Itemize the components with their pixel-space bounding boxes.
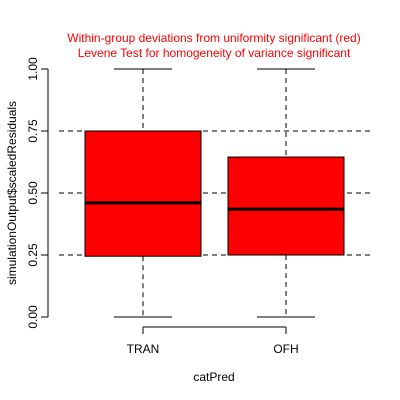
x-axis: TRAN OFH	[127, 326, 299, 356]
y-tick-label-0: 0.00	[26, 305, 40, 329]
chart-title-line-2: Levene Test for homogeneity of variance …	[78, 46, 351, 60]
box-tran	[84, 68, 202, 318]
x-tick-label-ofh: OFH	[273, 342, 298, 356]
x-tick-label-tran: TRAN	[127, 342, 160, 356]
y-axis-title: simulationOutput$scaledResiduals	[5, 101, 19, 285]
y-tick-label-1: 0.25	[26, 243, 40, 267]
chart-title-line-1: Within-group deviations from uniformity …	[67, 31, 360, 45]
box-iqr	[84, 130, 202, 257]
y-tick-label-4: 1.00	[26, 57, 40, 81]
y-tick-label-3: 0.75	[26, 119, 40, 143]
y-tick-label-2: 0.50	[26, 181, 40, 205]
box-iqr	[227, 156, 345, 256]
reference-lines	[59, 130, 370, 256]
x-axis-title: catPred	[193, 370, 234, 384]
boxes-group	[84, 68, 345, 318]
box-ofh	[227, 68, 345, 318]
y-axis: 0.00 0.25 0.50 0.75 1.00	[26, 57, 49, 329]
